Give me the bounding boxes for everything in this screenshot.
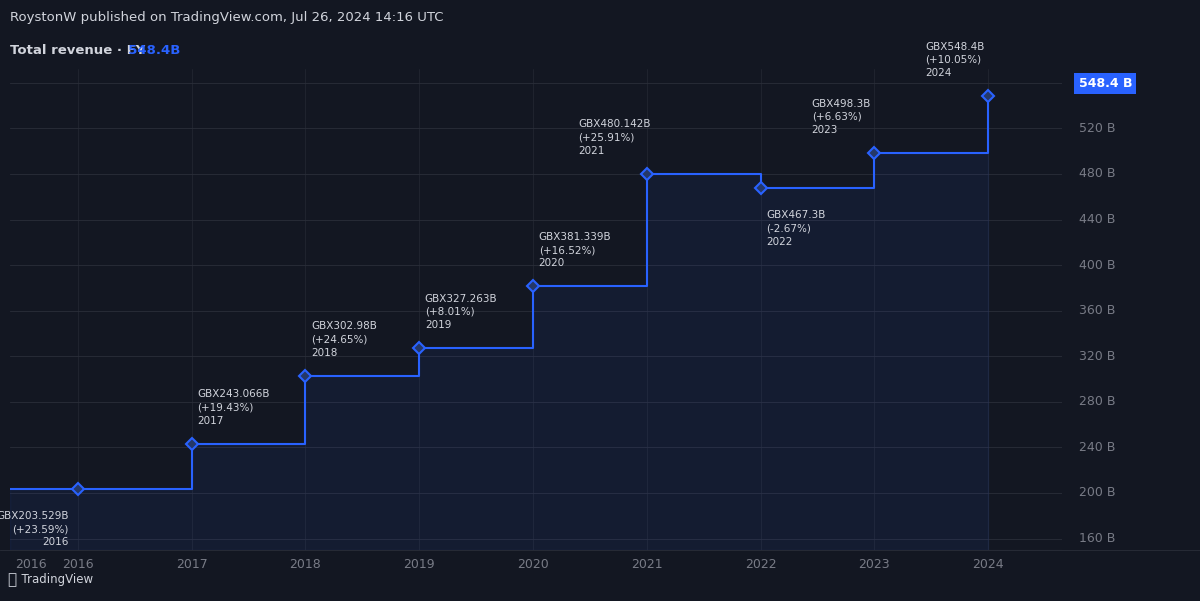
Text: GBX203.529B
(+23.59%)
2016: GBX203.529B (+23.59%) 2016	[0, 511, 68, 548]
Text: ⧁: ⧁	[7, 572, 17, 587]
Text: GBX243.066B
(+19.43%)
2017: GBX243.066B (+19.43%) 2017	[197, 389, 270, 426]
Text: GBX480.142B
(+25.91%)
2021: GBX480.142B (+25.91%) 2021	[578, 120, 650, 156]
Text: 520 B: 520 B	[1079, 122, 1115, 135]
Text: 2023: 2023	[858, 558, 890, 571]
Polygon shape	[10, 96, 988, 550]
Text: 548.4 B: 548.4 B	[1079, 77, 1132, 90]
Text: 400 B: 400 B	[1079, 258, 1115, 272]
Text: GBX327.263B
(+8.01%)
2019: GBX327.263B (+8.01%) 2019	[425, 293, 498, 330]
Text: GBX467.3B
(-2.67%)
2022: GBX467.3B (-2.67%) 2022	[766, 210, 826, 247]
Text: GBX498.3B
(+6.63%)
2023: GBX498.3B (+6.63%) 2023	[811, 99, 871, 135]
Text: 2019: 2019	[403, 558, 434, 571]
Text: GBX548.4B
(+10.05%)
2024: GBX548.4B (+10.05%) 2024	[925, 41, 985, 78]
Text: 2016: 2016	[16, 558, 47, 571]
Text: GBX381.339B
(+16.52%)
2020: GBX381.339B (+16.52%) 2020	[539, 232, 611, 268]
Text: 2024: 2024	[972, 558, 1004, 571]
Text: 360 B: 360 B	[1079, 304, 1115, 317]
Text: RoystonW published on TradingView.com, Jul 26, 2024 14:16 UTC: RoystonW published on TradingView.com, J…	[10, 11, 443, 25]
Text: 2016: 2016	[62, 558, 94, 571]
Text: 548.4B: 548.4B	[119, 44, 180, 56]
Text: 240 B: 240 B	[1079, 441, 1115, 454]
Text: 320 B: 320 B	[1079, 350, 1115, 363]
Text: 280 B: 280 B	[1079, 395, 1115, 408]
Text: 560 B: 560 B	[1079, 76, 1115, 90]
Text: 2021: 2021	[631, 558, 662, 571]
Text: 160 B: 160 B	[1079, 532, 1115, 545]
Text: 200 B: 200 B	[1079, 486, 1115, 499]
Text: 2017: 2017	[175, 558, 208, 571]
Text: 2018: 2018	[289, 558, 322, 571]
Text: 440 B: 440 B	[1079, 213, 1115, 226]
Text: TradingView: TradingView	[14, 573, 94, 586]
Text: Total revenue · FY: Total revenue · FY	[10, 44, 145, 56]
Text: 2020: 2020	[517, 558, 548, 571]
Text: GBX302.98B
(+24.65%)
2018: GBX302.98B (+24.65%) 2018	[311, 321, 377, 358]
Text: 480 B: 480 B	[1079, 168, 1115, 180]
Text: 2022: 2022	[745, 558, 776, 571]
